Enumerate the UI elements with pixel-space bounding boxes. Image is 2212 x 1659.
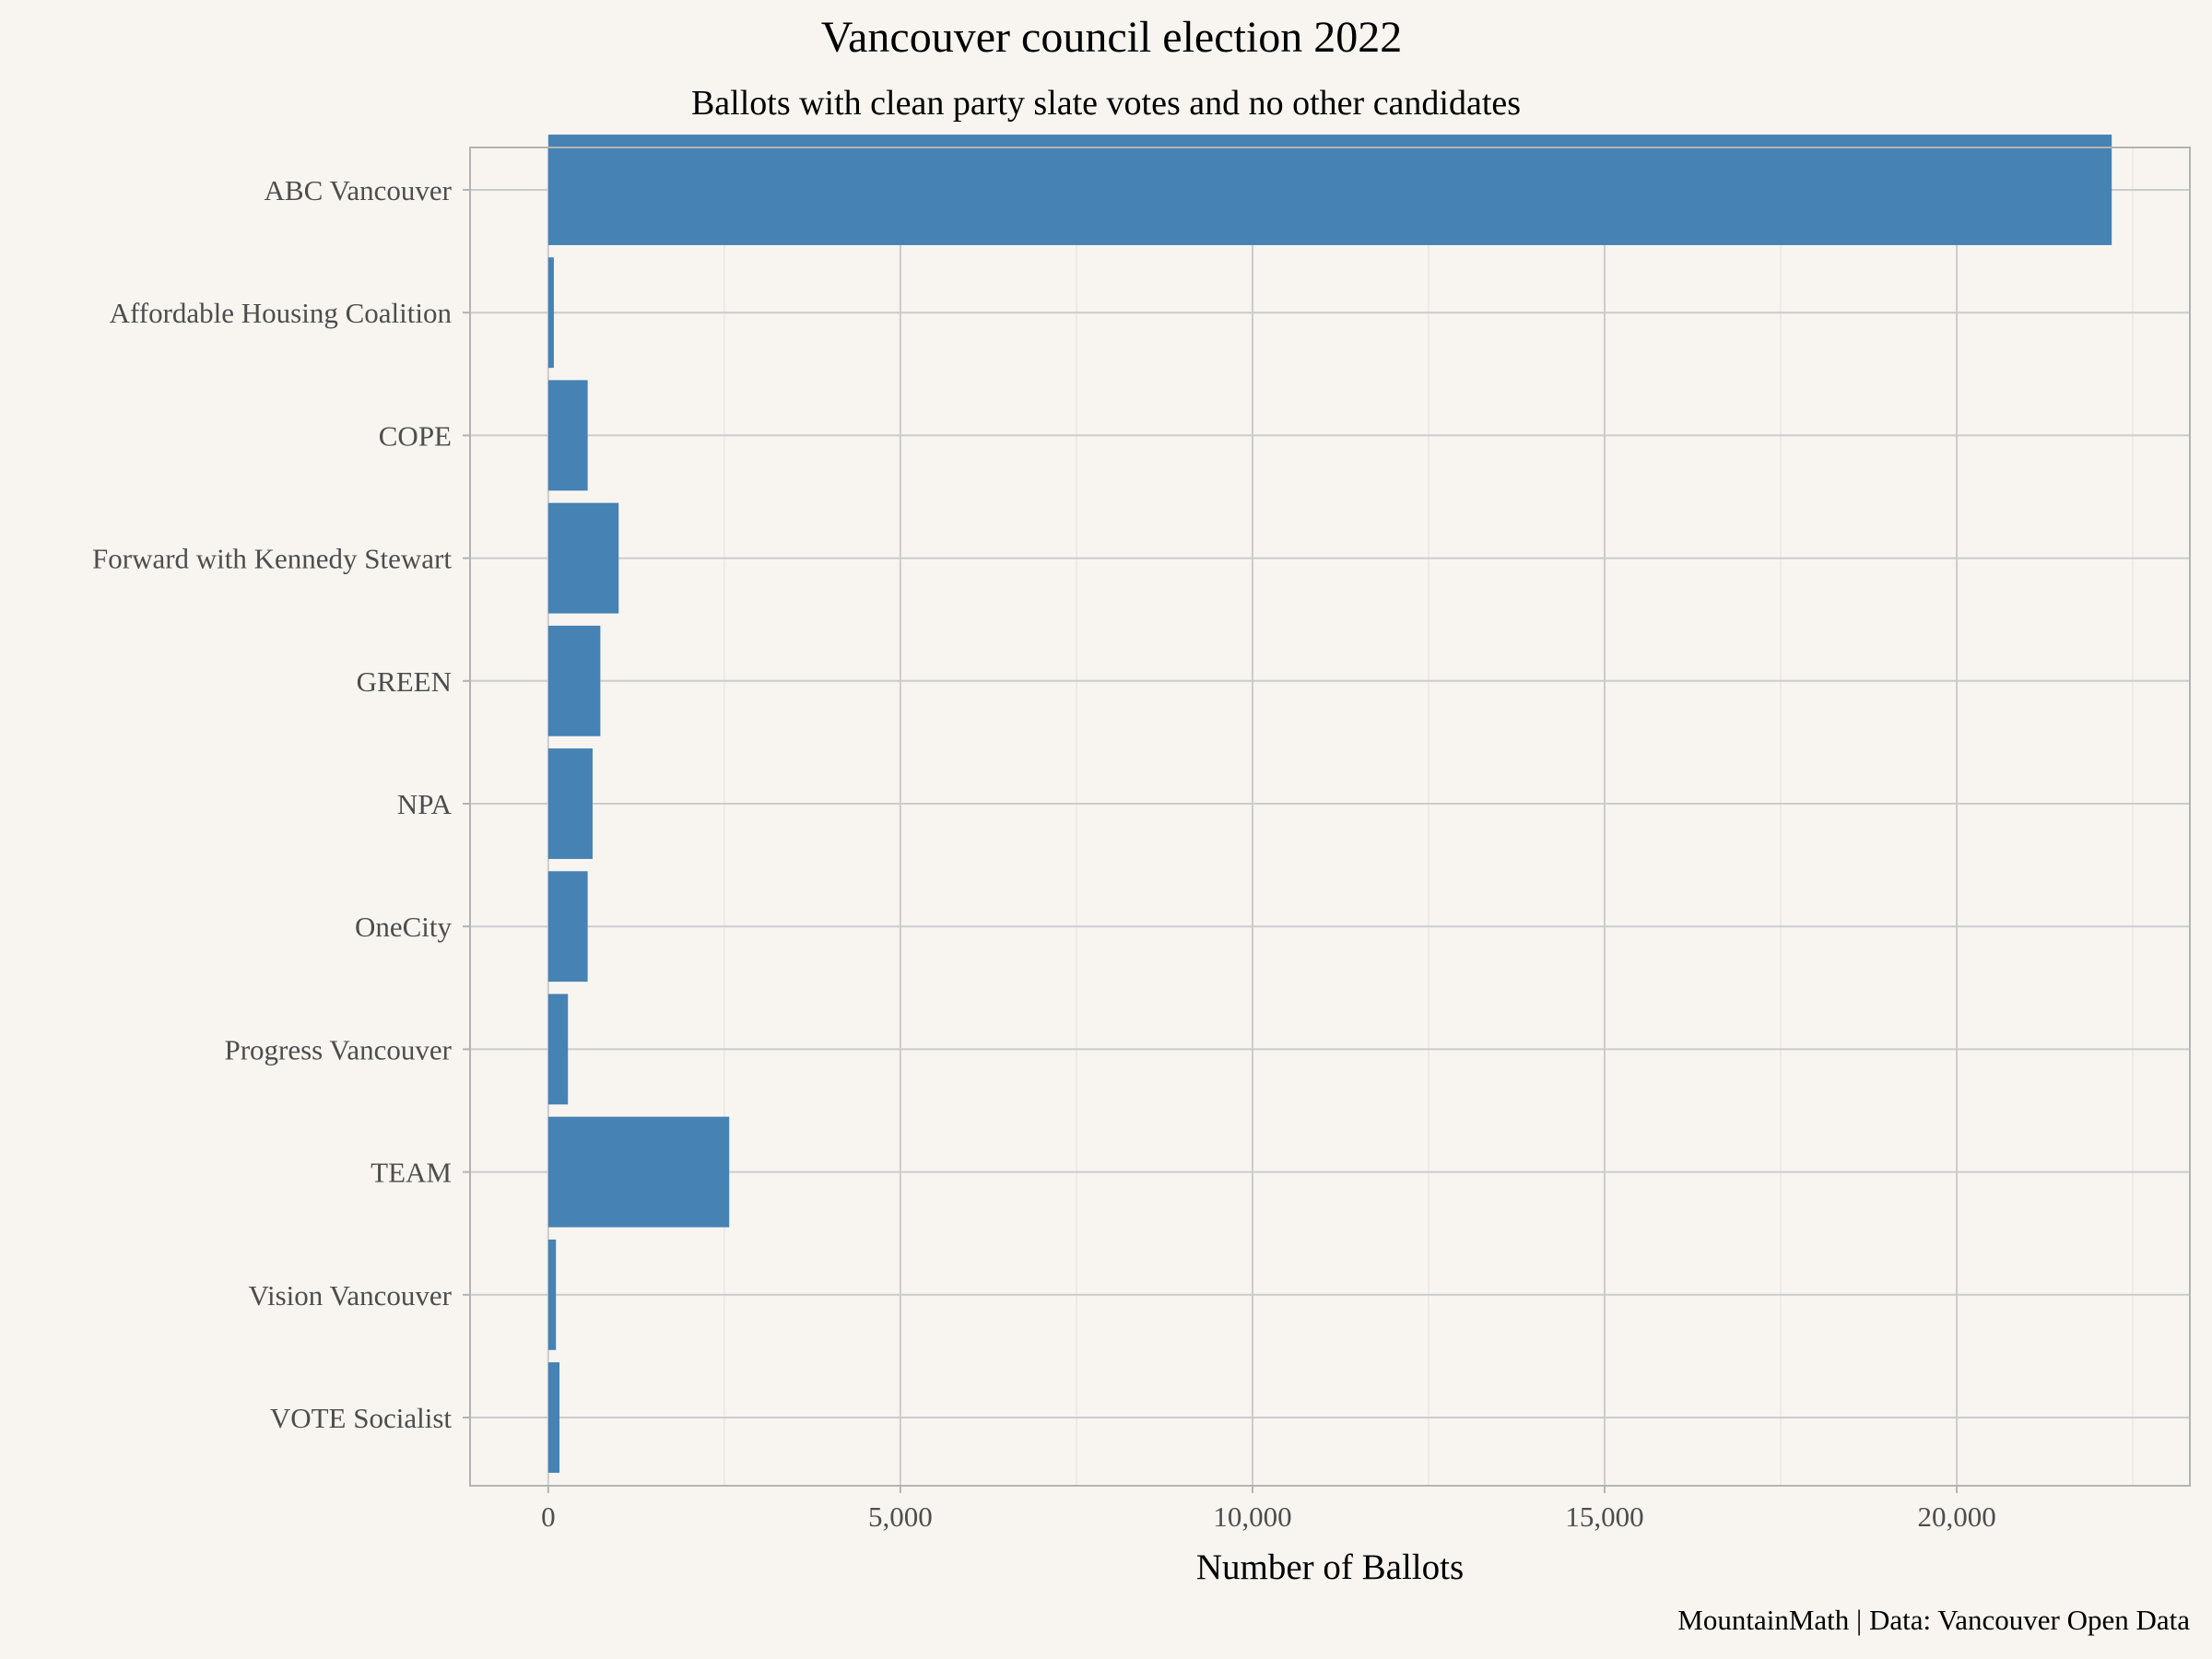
y-tick-label: Progress Vancouver <box>224 1033 452 1065</box>
bar-progress-vancouver <box>547 994 569 1105</box>
bar-npa <box>547 748 593 859</box>
bar-team <box>547 1116 730 1228</box>
y-tick-label: Affordable Housing Coalition <box>110 297 453 329</box>
chart-caption: MountainMath | Data: Vancouver Open Data <box>1677 1604 2190 1636</box>
y-tick-label: GREEN <box>357 665 452 698</box>
grid-layer <box>470 147 2190 1486</box>
y-tick-label: COPE <box>379 419 452 452</box>
bar-layer <box>547 135 2112 1473</box>
x-tick-label: 0 <box>541 1500 556 1533</box>
x-tick-label: 10,000 <box>1213 1500 1291 1533</box>
y-tick-label: NPA <box>397 788 453 820</box>
x-tick-label: 5,000 <box>868 1500 933 1533</box>
bar-forward-with-kennedy-stewart <box>547 502 619 614</box>
panel-border <box>469 147 2191 1487</box>
x-axis: 0 5,000 10,000 15,000 20,000 <box>541 1486 1996 1533</box>
bar-abc-vancouver <box>547 135 2112 245</box>
x-axis-title: Number of Ballots <box>1196 1547 1464 1587</box>
bar-green <box>547 625 601 736</box>
bar-cope <box>547 380 588 491</box>
y-tick-label: Vision Vancouver <box>248 1279 452 1312</box>
bar-vote-socialist <box>547 1362 560 1473</box>
y-tick-label: Forward with Kennedy Stewart <box>92 543 452 575</box>
bar-affordable-housing-coalition <box>547 257 554 369</box>
y-tick-label: TEAM <box>371 1157 452 1189</box>
chart-subtitle: Ballots with clean party slate votes and… <box>691 84 1521 123</box>
bar-vision-vancouver <box>547 1239 557 1350</box>
bar-onecity <box>547 871 588 982</box>
x-tick-label: 20,000 <box>1917 1500 1995 1533</box>
y-tick-label: ABC Vancouver <box>265 174 453 206</box>
y-tick-label: OneCity <box>355 911 453 943</box>
y-tick-label: VOTE Socialist <box>270 1402 453 1434</box>
chart-title: Vancouver council election 2022 <box>821 13 1402 62</box>
y-axis: ABC Vancouver Affordable Housing Coalitio… <box>92 174 470 1434</box>
x-tick-label: 15,000 <box>1565 1500 1643 1533</box>
